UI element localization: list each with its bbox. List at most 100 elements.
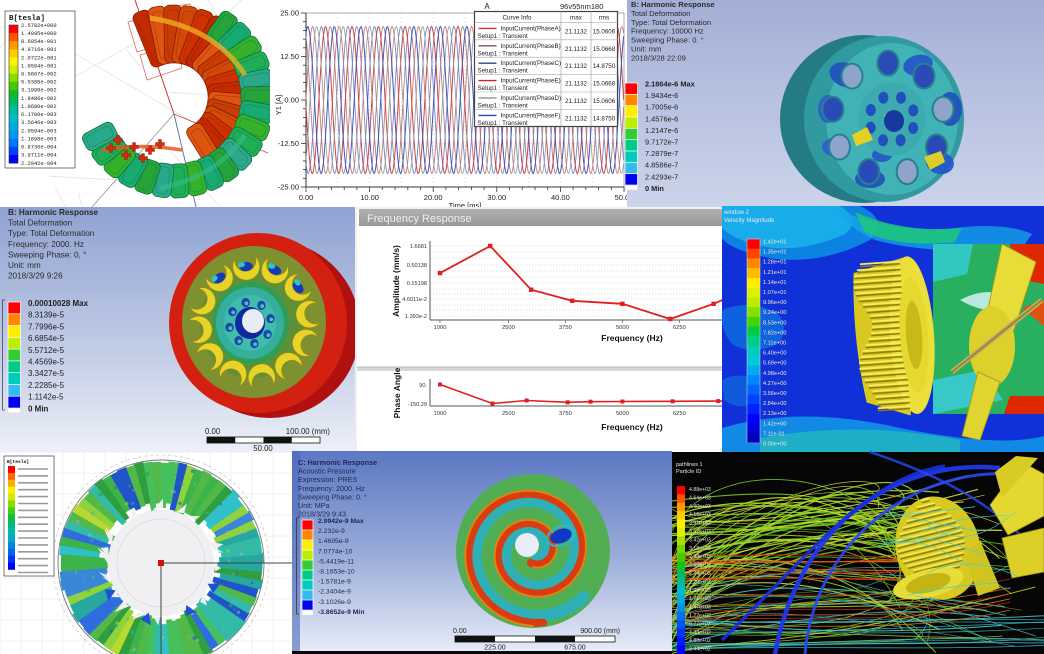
svg-text:1.07e+01: 1.07e+01 <box>763 290 787 296</box>
svg-text:2.44e+02: 2.44e+02 <box>689 647 711 653</box>
svg-text:InputCurrent(PhaseD): InputCurrent(PhaseD) <box>501 95 562 102</box>
svg-text:5000: 5000 <box>616 411 629 417</box>
svg-text:-150.29: -150.29 <box>408 402 427 408</box>
svg-text:2.5782e+000: 2.5782e+000 <box>21 23 57 29</box>
svg-text:3750: 3750 <box>559 411 572 417</box>
svg-text:1.9434e-6: 1.9434e-6 <box>645 91 678 100</box>
svg-text:6.40e+00: 6.40e+00 <box>763 351 787 357</box>
svg-text:-1.5781e-9: -1.5781e-9 <box>318 579 351 586</box>
svg-text:1.71e+03: 1.71e+03 <box>689 596 711 602</box>
svg-text:-8.1653e-10: -8.1653e-10 <box>318 569 355 576</box>
svg-text:4.88e+03: 4.88e+03 <box>689 487 711 493</box>
svg-text:2.2285e-5: 2.2285e-5 <box>28 381 65 390</box>
svg-text:Total Deformation: Total Deformation <box>631 9 691 18</box>
svg-text:2.20e+03: 2.20e+03 <box>689 579 711 585</box>
svg-text:Setup1 : Transient: Setup1 : Transient <box>478 33 528 40</box>
svg-text:3.18e+03: 3.18e+03 <box>689 546 711 552</box>
svg-text:0.00e+00: 0.00e+00 <box>763 442 787 448</box>
svg-text:6250: 6250 <box>673 325 686 331</box>
svg-text:1.22e+03: 1.22e+03 <box>689 613 711 619</box>
svg-text:C: Harmonic Response: C: Harmonic Response <box>298 458 377 467</box>
svg-text:4.40e+03: 4.40e+03 <box>689 504 711 510</box>
svg-text:5.5385e-002: 5.5385e-002 <box>21 80 57 86</box>
svg-text:InputCurrent(PhaseE): InputCurrent(PhaseE) <box>501 78 561 85</box>
svg-text:4.16e+03: 4.16e+03 <box>689 512 711 518</box>
svg-text:4.27e+00: 4.27e+00 <box>763 381 787 387</box>
svg-text:Frequency: 10000 Hz: Frequency: 10000 Hz <box>631 27 704 36</box>
svg-text:Frequency Response: Frequency Response <box>367 213 472 225</box>
svg-text:21.1132: 21.1132 <box>565 98 587 105</box>
svg-text:3.3427e-5: 3.3427e-5 <box>28 369 65 378</box>
svg-text:window 2: window 2 <box>723 210 750 216</box>
svg-text:40.00: 40.00 <box>551 193 570 202</box>
svg-text:Expression: PRES: Expression: PRES <box>298 475 357 484</box>
svg-text:Sweeping Phase: 0. °: Sweeping Phase: 0. ° <box>298 492 367 501</box>
svg-text:14.8750: 14.8750 <box>593 63 616 70</box>
svg-text:0.00: 0.00 <box>453 628 467 635</box>
svg-text:2018/3/29 9:43: 2018/3/29 9:43 <box>298 510 346 519</box>
svg-text:-3.8652e-9 Min: -3.8652e-9 Min <box>318 609 364 616</box>
svg-text:6.6854e-5: 6.6854e-5 <box>28 334 65 343</box>
svg-text:8.6054e-001: 8.6054e-001 <box>21 39 57 45</box>
svg-text:225.00: 225.00 <box>484 645 506 652</box>
svg-text:Setup1 : Transient: Setup1 : Transient <box>478 120 528 127</box>
svg-text:2.84e+00: 2.84e+00 <box>763 401 787 407</box>
svg-text:2.13e+00: 2.13e+00 <box>763 411 787 417</box>
svg-text:0.00010028 Max: 0.00010028 Max <box>28 299 89 308</box>
svg-text:2.0722e-001: 2.0722e-001 <box>21 55 57 61</box>
svg-text:Time [ms]: Time [ms] <box>449 201 482 210</box>
svg-text:90.: 90. <box>419 383 427 389</box>
svg-text:Setup1 : Transient: Setup1 : Transient <box>478 103 528 110</box>
svg-text:InputCurrent(PhaseB): InputCurrent(PhaseB) <box>501 43 561 50</box>
svg-text:0 Min: 0 Min <box>28 404 49 413</box>
svg-text:2018/3/28 22:09: 2018/3/28 22:09 <box>631 53 686 62</box>
svg-text:7.7996e-5: 7.7996e-5 <box>28 322 65 331</box>
svg-text:9.96e+00: 9.96e+00 <box>763 300 787 306</box>
svg-text:InputCurrent(PhaseC): InputCurrent(PhaseC) <box>501 60 562 67</box>
svg-text:1.42e+01: 1.42e+01 <box>763 240 787 246</box>
svg-text:10.00: 10.00 <box>360 193 379 202</box>
svg-text:50.00: 50.00 <box>615 193 634 202</box>
svg-text:14.8750: 14.8750 <box>593 115 616 122</box>
svg-text:3.56e+00: 3.56e+00 <box>763 391 787 397</box>
svg-text:1.35e+01: 1.35e+01 <box>763 250 787 256</box>
svg-text:1.6681: 1.6681 <box>410 244 427 250</box>
svg-text:Frequency (Hz): Frequency (Hz) <box>601 333 663 343</box>
svg-text:B[tesla]: B[tesla] <box>9 15 45 23</box>
svg-text:3.91e+03: 3.91e+03 <box>689 521 711 527</box>
svg-text:Unit: mm: Unit: mm <box>631 45 661 54</box>
svg-text:2.9942e-9 Max: 2.9942e-9 Max <box>318 518 364 525</box>
svg-text:1.28e+01: 1.28e+01 <box>763 260 787 266</box>
svg-text:Acoustic Pressure: Acoustic Pressure <box>298 467 356 476</box>
svg-text:30.00: 30.00 <box>487 193 506 202</box>
svg-text:8.53e+00: 8.53e+00 <box>763 320 787 326</box>
svg-text:Amplitude (mm/s): Amplitude (mm/s) <box>391 245 401 317</box>
svg-text:Sweeping Phase: 0. °: Sweeping Phase: 0. ° <box>631 36 704 45</box>
svg-text:4.9716e-001: 4.9716e-001 <box>21 47 57 53</box>
svg-text:3.67e+03: 3.67e+03 <box>689 529 711 535</box>
svg-text:0.00: 0.00 <box>205 427 221 436</box>
svg-text:9.77e+02: 9.77e+02 <box>689 621 711 627</box>
svg-text:Type: Total Deformation: Type: Total Deformation <box>8 229 95 238</box>
svg-text:0.00: 0.00 <box>299 193 314 202</box>
svg-text:max: max <box>570 15 583 22</box>
svg-text:100.00 (mm): 100.00 (mm) <box>286 427 331 436</box>
svg-text:675.00: 675.00 <box>564 645 586 652</box>
svg-text:4.88e+02: 4.88e+02 <box>689 638 711 644</box>
svg-text:3.9711e-004: 3.9711e-004 <box>21 153 57 159</box>
svg-text:2.0594e-003: 2.0594e-003 <box>21 128 57 134</box>
svg-text:21.1132: 21.1132 <box>565 81 587 88</box>
svg-text:6.1700e-003: 6.1700e-003 <box>21 112 57 118</box>
svg-text:2500: 2500 <box>502 325 515 331</box>
svg-text:-12.50: -12.50 <box>278 139 299 148</box>
svg-text:3.1998e-002: 3.1998e-002 <box>21 88 57 94</box>
svg-text:1.47e+03: 1.47e+03 <box>689 605 711 611</box>
svg-text:6250: 6250 <box>673 411 686 417</box>
svg-text:InputCurrent(PhaseF): InputCurrent(PhaseF) <box>501 112 561 119</box>
svg-text:900.00 (mm): 900.00 (mm) <box>580 628 620 635</box>
svg-text:2018/3/29 9:26: 2018/3/29 9:26 <box>8 272 63 281</box>
svg-text:12.50: 12.50 <box>280 52 299 61</box>
svg-text:1.1898e-003: 1.1898e-003 <box>21 136 57 142</box>
svg-text:Total Deformation: Total Deformation <box>8 219 73 228</box>
svg-text:2500: 2500 <box>502 411 515 417</box>
